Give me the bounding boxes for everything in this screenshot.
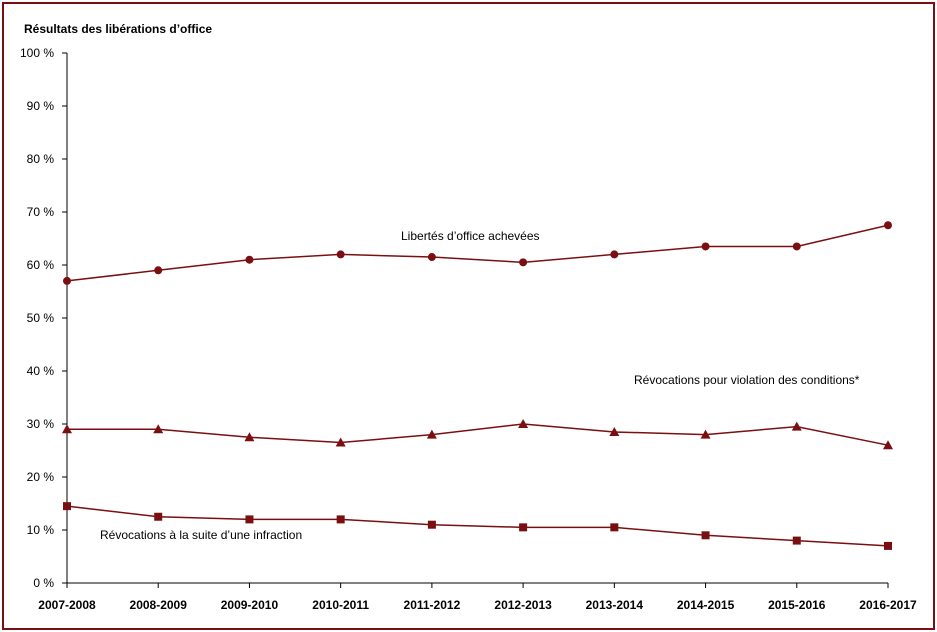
y-tick-label: 70 % <box>27 205 55 219</box>
data-point-triangle <box>426 429 437 439</box>
data-point-triangle <box>153 424 164 434</box>
x-tick-label: 2011-2012 <box>404 598 461 612</box>
series-line-0 <box>66 224 889 282</box>
data-point-circle <box>63 276 71 285</box>
y-tick-label: 60 % <box>27 258 55 272</box>
series-label-violation: Révocations pour violation des condition… <box>634 373 860 387</box>
data-point-circle <box>427 253 436 262</box>
data-point-circle <box>519 258 528 267</box>
y-tick-label: 80 % <box>27 152 55 166</box>
data-point-square <box>792 536 801 545</box>
data-point-square <box>610 523 619 532</box>
data-point-triangle <box>700 429 711 439</box>
x-tick-label: 2010-2011 <box>312 598 369 612</box>
series-label-completed: Libertés d’office achevées <box>401 229 540 243</box>
x-tick-label: 2009-2010 <box>221 598 279 612</box>
series-line-2 <box>66 505 889 547</box>
data-point-circle <box>154 266 163 275</box>
data-point-circle <box>792 242 801 251</box>
data-point-triangle <box>609 426 620 436</box>
y-tick-label: 0 % <box>33 576 54 590</box>
data-point-circle <box>884 221 892 230</box>
x-tick-label: 2015-2016 <box>768 598 826 612</box>
data-point-triangle <box>335 437 346 447</box>
series-line-1 <box>67 423 889 446</box>
data-point-circle <box>245 255 254 264</box>
y-tick-label: 20 % <box>27 470 55 484</box>
series-label-offence: Révocations à la suite d’une infraction <box>100 528 302 542</box>
x-tick-label: 2014-2015 <box>677 598 735 612</box>
data-point-triangle <box>791 421 802 431</box>
x-tick-label: 2007-2008 <box>38 598 96 612</box>
data-point-triangle <box>518 419 529 428</box>
series-markers <box>62 221 893 550</box>
data-point-triangle <box>244 432 255 442</box>
y-tick-label: 10 % <box>27 523 55 537</box>
chart-title: Résultats des libérations d’office <box>24 22 212 36</box>
y-tick-label: 40 % <box>27 364 55 378</box>
data-point-square <box>427 520 436 529</box>
data-point-square <box>63 502 71 511</box>
data-point-circle <box>610 250 619 259</box>
x-tick-label: 2008-2009 <box>130 598 188 612</box>
data-point-square <box>336 515 345 524</box>
series-lines <box>66 224 889 547</box>
y-tick-label: 100 % <box>20 46 54 60</box>
data-point-triangle <box>62 424 72 434</box>
x-axis-ticks: 2007-2008 2008-2009 2009-2010 2010-2011 2011… <box>38 583 917 612</box>
y-axis-ticks: 0 % 10 % 20 % 30 % 40 % 50 % 60 % 70 % 80 % 90 % 1… <box>20 46 67 590</box>
x-tick-label: 2012-2013 <box>494 598 552 612</box>
y-tick-label: 90 % <box>27 99 55 113</box>
y-tick-label: 30 % <box>27 417 55 431</box>
data-point-square <box>701 531 710 540</box>
data-point-square <box>154 512 163 521</box>
data-point-circle <box>336 250 345 259</box>
y-tick-label: 50 % <box>27 311 55 325</box>
data-point-square <box>245 515 254 524</box>
data-point-square <box>884 541 892 550</box>
axes <box>66 53 888 584</box>
data-point-circle <box>701 242 710 251</box>
data-point-triangle <box>883 440 893 450</box>
x-tick-label: 2016-2017 <box>859 598 917 612</box>
data-point-square <box>519 523 528 532</box>
x-tick-label: 2013-2014 <box>586 598 644 612</box>
